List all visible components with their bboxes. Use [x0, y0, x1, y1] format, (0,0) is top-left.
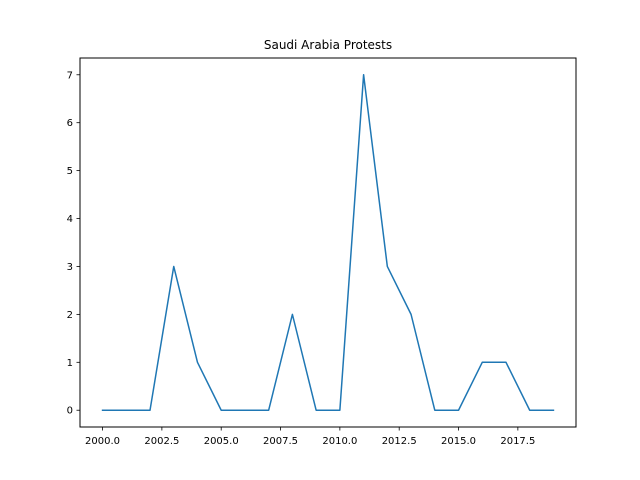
y-tick-label: 2 [67, 310, 73, 321]
y-tick-label: 5 [67, 166, 73, 177]
plot-area-frame [79, 57, 577, 428]
y-axis: 0 1 2 3 4 5 6 7 [67, 70, 80, 417]
x-axis: 2000.0 2002.5 2005.0 2007.5 2010.0 2012.5 2015… [85, 427, 535, 447]
y-tick-label: 0 [67, 406, 73, 417]
x-tick-label: 2017.5 [500, 436, 535, 447]
x-tick-label: 2012.5 [382, 436, 417, 447]
y-tick-label: 4 [67, 214, 73, 225]
y-tick-label: 6 [67, 118, 73, 129]
x-tick-label: 2015.0 [441, 436, 476, 447]
x-tick-label: 2000.0 [85, 436, 120, 447]
series-layer [101, 74, 555, 411]
chart-title: Saudi Arabia Protests [264, 38, 392, 52]
x-tick-label: 2002.5 [144, 436, 179, 447]
x-tick-label: 2007.5 [263, 436, 298, 447]
x-tick-label: 2010.0 [322, 436, 357, 447]
y-tick-label: 1 [67, 358, 73, 369]
y-tick-label: 3 [67, 262, 73, 273]
y-tick-label: 7 [67, 70, 73, 81]
x-tick-label: 2005.0 [204, 436, 239, 447]
series-line [101, 74, 555, 411]
